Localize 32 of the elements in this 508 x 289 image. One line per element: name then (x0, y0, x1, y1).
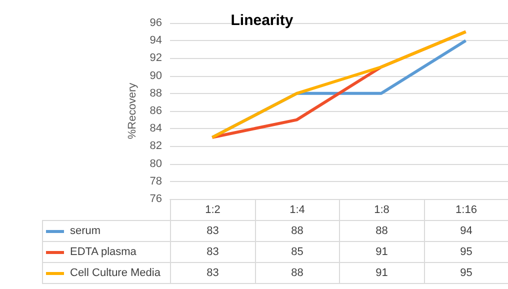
data-label: 88 (255, 262, 340, 284)
y-tick-label: 94 (150, 34, 162, 47)
legend-label: EDTA plasma (42, 242, 170, 262)
data-label: 83 (170, 262, 255, 284)
data-label: 83 (170, 220, 255, 242)
x-tick-label: 1:4 (255, 200, 340, 220)
x-tick-label: 1:8 (340, 200, 424, 220)
y-tick-label: 84 (150, 122, 162, 135)
x-tick-label: 1:2 (170, 200, 255, 220)
data-label: 83 (170, 242, 255, 262)
data-label: 88 (255, 220, 340, 242)
y-axis-title: %Recovery (126, 82, 138, 140)
data-label: 94 (424, 220, 508, 242)
legend-label: Cell Culture Media (42, 262, 170, 284)
y-tick-label: 90 (150, 70, 162, 82)
data-label: 91 (340, 242, 424, 262)
data-label: 95 (424, 242, 508, 262)
y-tick-label: 76 (150, 193, 162, 205)
y-tick-label: 86 (150, 105, 162, 117)
legend-label: serum (42, 220, 170, 242)
data-label: 95 (424, 262, 508, 284)
chart-title: Linearity (230, 12, 294, 29)
x-tick-label: 1:16 (424, 200, 508, 220)
y-tick-label: 82 (150, 140, 162, 152)
data-label: 88 (340, 220, 424, 242)
y-tick-label: 88 (150, 87, 162, 100)
data-label: 91 (340, 262, 424, 284)
y-tick-label: 78 (150, 175, 162, 188)
y-tick-label: 80 (150, 158, 162, 170)
y-tick-label: 96 (150, 17, 162, 29)
y-tick-label: 92 (150, 52, 162, 64)
data-label: 85 (255, 242, 340, 262)
